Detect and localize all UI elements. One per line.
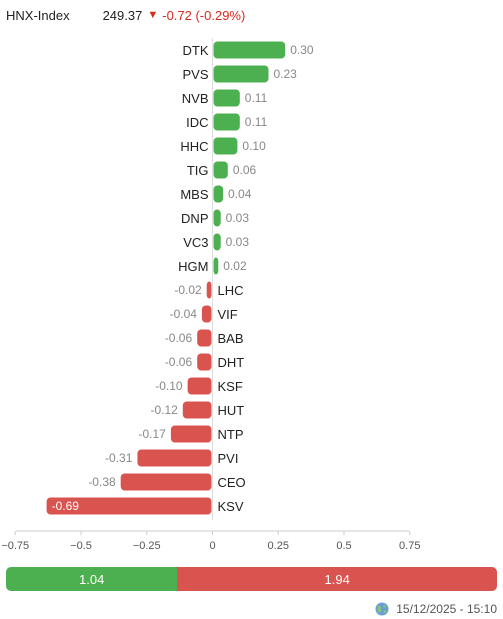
category-label: NVB <box>182 91 209 106</box>
update-footer: 15/12/2025 - 15:10 <box>375 601 497 617</box>
category-label: IDC <box>186 115 208 130</box>
category-label: DHT <box>218 355 245 370</box>
category-label: VC3 <box>183 235 208 250</box>
bar-dnp[interactable] <box>213 209 221 227</box>
index-value: 249.37 <box>102 7 143 23</box>
value-label: 0.11 <box>245 91 268 105</box>
contribution-chart: DTK 0.30 PVS 0.23 NVB 0.11 IDC 0.11 HHC 0.10 TIG 0.… <box>1 38 420 552</box>
breadth-down-segment: 1.94 <box>177 567 497 591</box>
update-timestamp: 15/12/2025 - 15:10 <box>396 602 497 616</box>
category-label: VIF <box>218 307 238 322</box>
value-label: -0.02 <box>174 283 202 297</box>
category-label: PVI <box>218 451 239 466</box>
value-label: -0.12 <box>150 403 178 417</box>
category-label: BAB <box>218 331 244 346</box>
category-label: DTK <box>183 43 209 58</box>
category-label: HUT <box>218 403 245 418</box>
breadth-down-label: 1.94 <box>324 571 350 587</box>
bar-dht[interactable] <box>197 353 212 371</box>
value-label: 0.11 <box>245 115 268 129</box>
value-label: 0.03 <box>226 235 250 249</box>
bar-ksf[interactable] <box>187 377 212 395</box>
down-arrow-icon: ▼ <box>147 9 159 21</box>
value-label: -0.06 <box>165 331 193 345</box>
bar-vc3[interactable] <box>213 233 221 251</box>
x-tick-label: −0.75 <box>1 540 29 552</box>
value-label: 0.30 <box>290 43 314 57</box>
index-name: HNX-Index <box>6 7 70 23</box>
value-label: 0.10 <box>242 139 266 153</box>
value-label: -0.10 <box>155 379 183 393</box>
value-label: 0.06 <box>233 163 257 177</box>
bar-pvs[interactable] <box>213 65 269 83</box>
bar-hgm[interactable] <box>213 257 219 275</box>
category-label: PVS <box>182 67 208 82</box>
bar-dtk[interactable] <box>213 41 286 59</box>
bar-vif[interactable] <box>201 305 212 323</box>
value-label: -0.69 <box>52 499 80 513</box>
category-label: DNP <box>181 211 208 226</box>
value-label: -0.38 <box>88 475 116 489</box>
bar-nvb[interactable] <box>213 89 240 107</box>
x-tick-label: −0.5 <box>70 540 92 552</box>
index-header: HNX-Index 249.37 ▼ -0.72 (-0.29%) <box>6 6 245 24</box>
bar-hut[interactable] <box>182 401 212 419</box>
x-tick-label: 0.75 <box>399 540 420 552</box>
category-label: HGM <box>178 259 208 274</box>
x-tick-label: 0 <box>209 540 215 552</box>
bar-mbs[interactable] <box>213 185 224 203</box>
bar-ceo[interactable] <box>120 473 212 491</box>
value-label: -0.31 <box>105 451 133 465</box>
category-label: TIG <box>187 163 209 178</box>
value-label: -0.06 <box>165 355 193 369</box>
value-label: 0.03 <box>226 211 250 225</box>
breadth-up-label: 1.04 <box>79 571 105 587</box>
bar-hhc[interactable] <box>213 137 238 155</box>
x-tick-label: 0.25 <box>268 540 289 552</box>
globe-icon <box>375 602 389 616</box>
bar-tig[interactable] <box>213 161 228 179</box>
category-label: KSV <box>218 499 244 514</box>
category-label: MBS <box>180 187 209 202</box>
value-label: 0.04 <box>228 187 252 201</box>
x-tick-label: 0.5 <box>336 540 351 552</box>
value-label: -0.04 <box>170 307 198 321</box>
x-tick-label: −0.25 <box>133 540 161 552</box>
breadth-up-segment: 1.04 <box>6 567 178 591</box>
bar-pvi[interactable] <box>137 449 212 467</box>
value-label: 0.23 <box>273 67 297 81</box>
category-label: HHC <box>180 139 208 154</box>
index-change: -0.72 (-0.29%) <box>162 7 246 23</box>
bar-ntp[interactable] <box>170 425 212 443</box>
market-breadth-bar: 1.04 1.94 <box>6 567 497 591</box>
category-label: KSF <box>218 379 243 394</box>
bar-ksv[interactable] <box>46 497 212 515</box>
category-label: LHC <box>218 283 244 298</box>
value-label: 0.02 <box>223 259 247 273</box>
bar-idc[interactable] <box>213 113 240 131</box>
category-label: NTP <box>218 427 244 442</box>
category-label: CEO <box>218 475 246 490</box>
value-label: -0.17 <box>139 427 167 441</box>
bar-bab[interactable] <box>197 329 212 347</box>
bar-lhc[interactable] <box>206 281 212 299</box>
